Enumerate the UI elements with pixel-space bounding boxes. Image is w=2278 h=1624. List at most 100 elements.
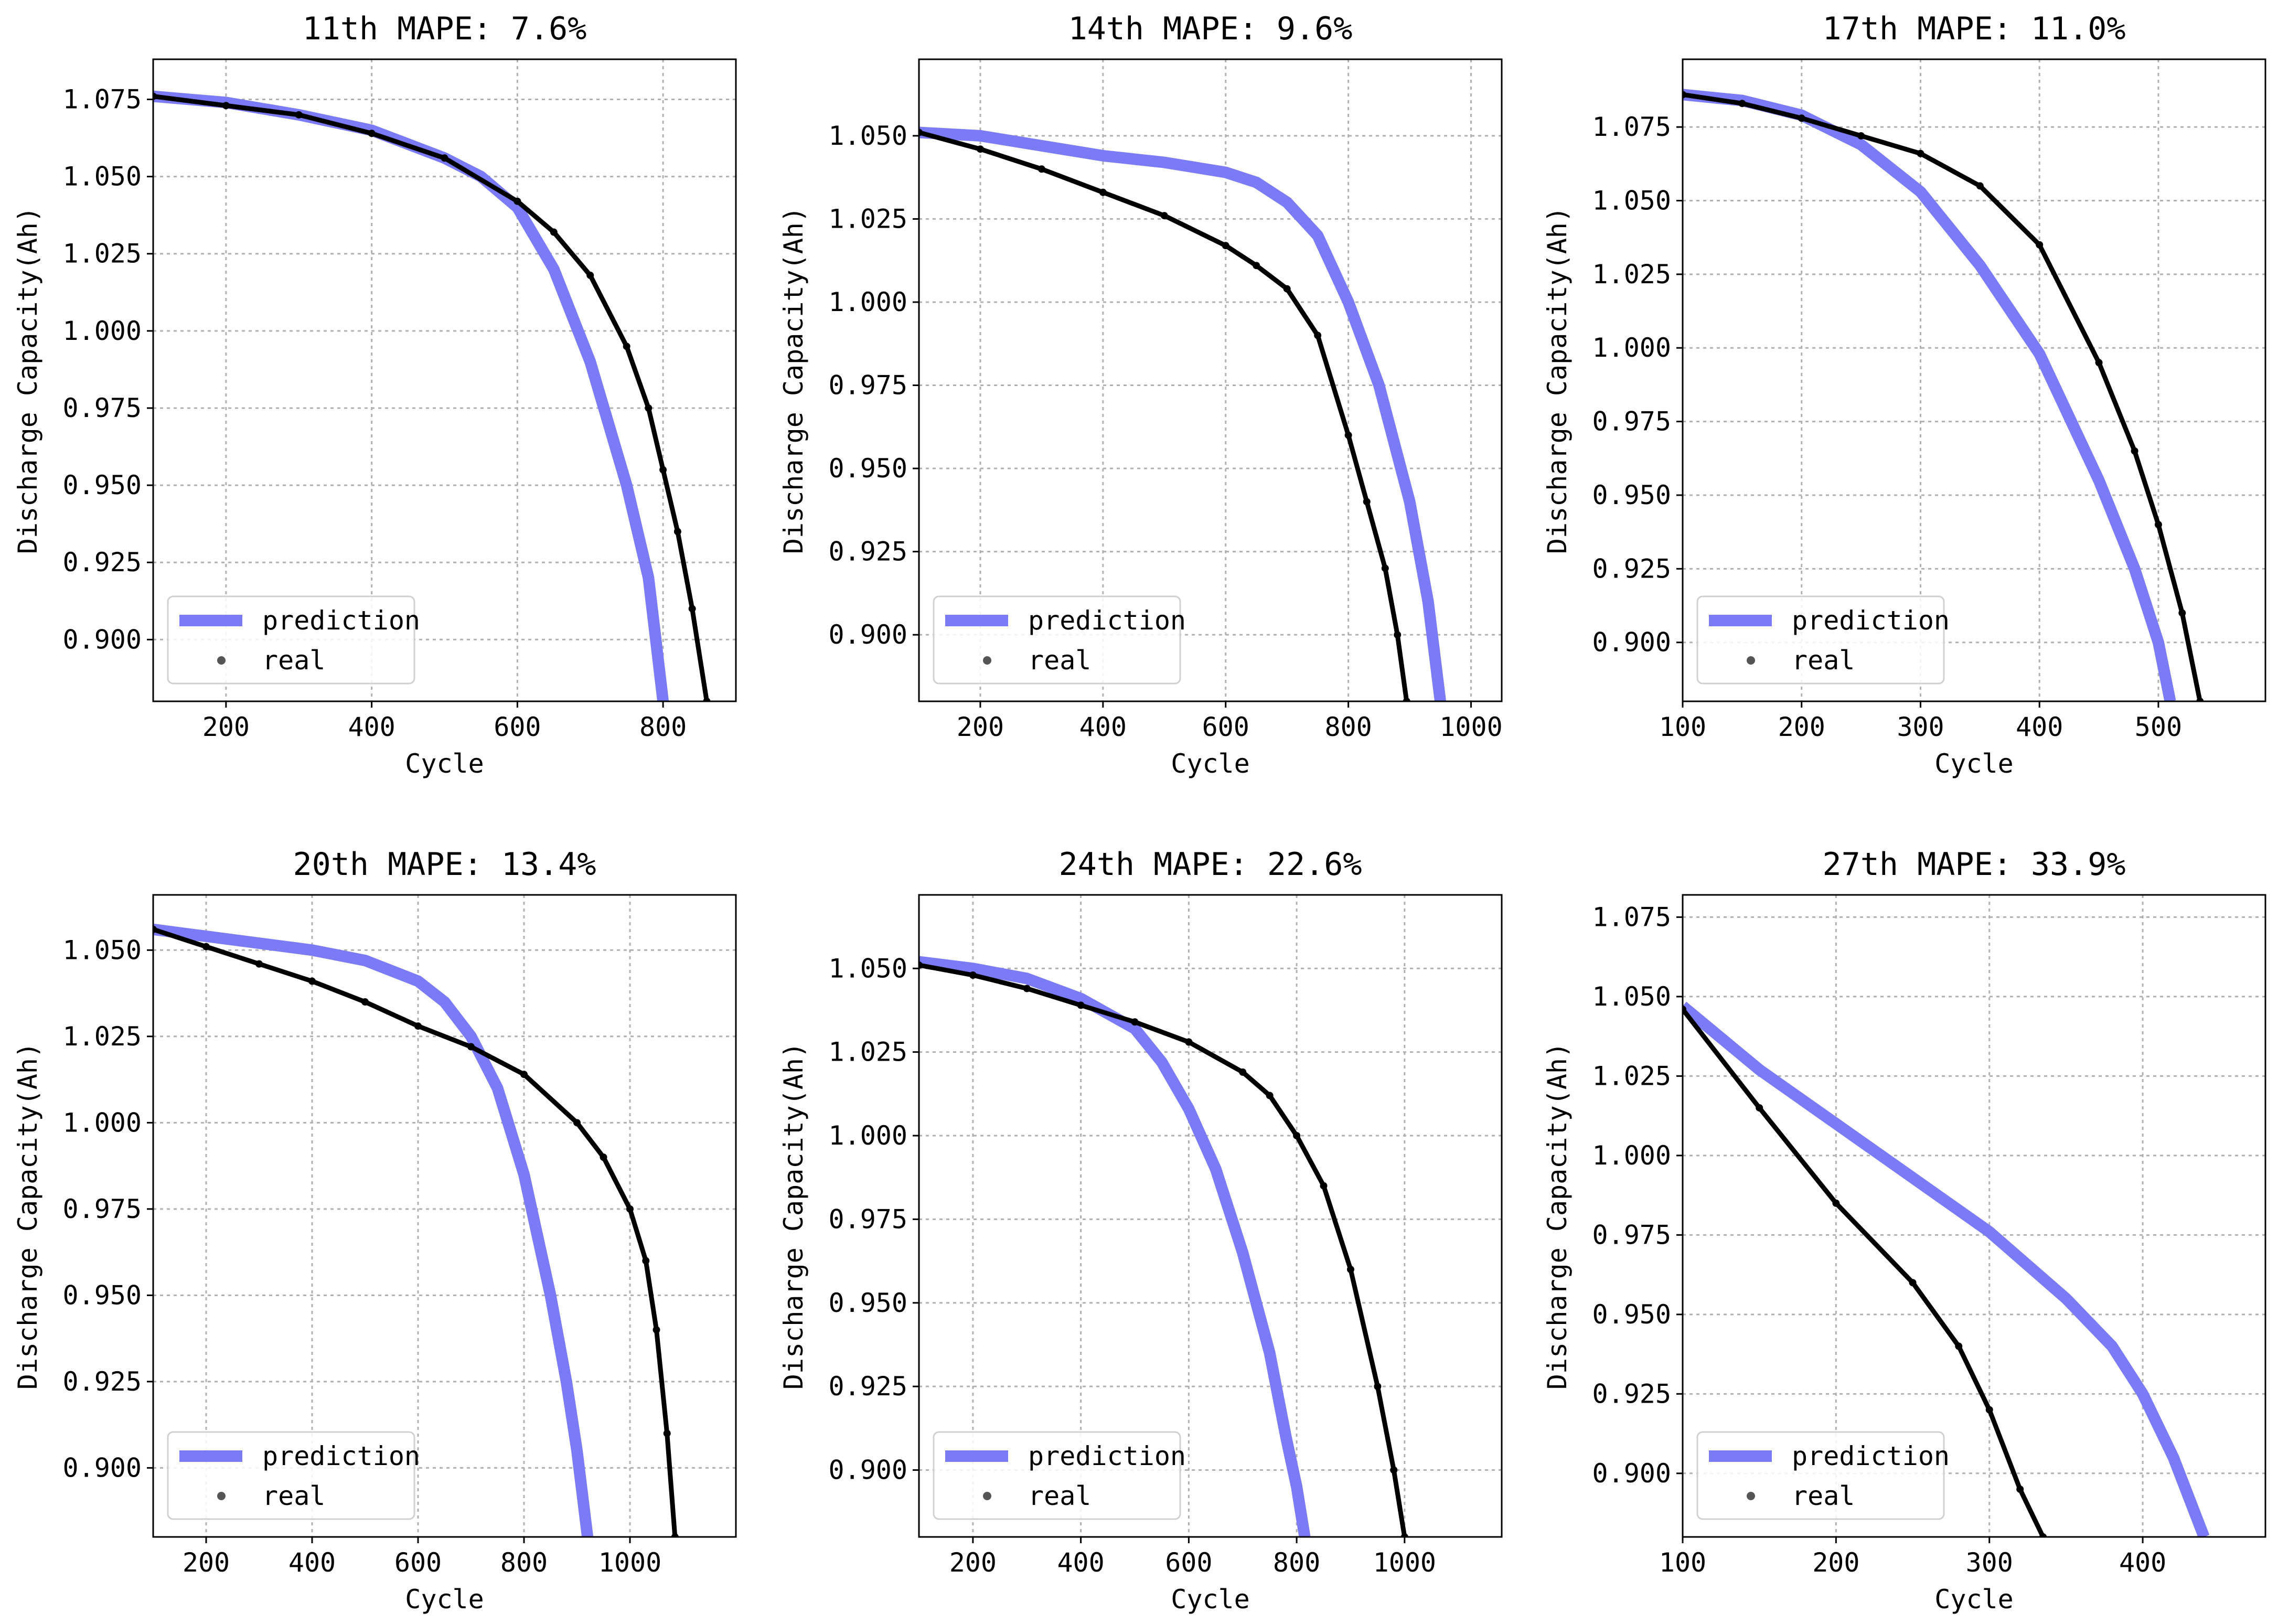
y-axis-label: Discharge Capacity(Ah) xyxy=(778,207,809,554)
chart-panel-11th: 200 400 600 800 0.900 0.925 0.950 0.975 1.000 1.0… xyxy=(13,10,737,779)
real-series-trace xyxy=(1683,1008,2046,1537)
y-tick-label: 1.025 xyxy=(1592,259,1671,290)
real-series-trace xyxy=(919,963,1407,1537)
y-axis-label: Discharge Capacity(Ah) xyxy=(1542,207,1573,554)
y-tick-label: 0.975 xyxy=(1592,407,1671,437)
real-data-point xyxy=(1363,498,1371,506)
y-tick-label: 0.925 xyxy=(828,1371,907,1402)
real-data-point xyxy=(1239,1068,1247,1076)
y-tick-label: 1.050 xyxy=(62,162,142,192)
legend-real-label: real xyxy=(262,645,325,676)
x-tick-label: 200 xyxy=(1812,1547,1859,1578)
real-data-point xyxy=(1798,114,1805,122)
x-tick-label: 800 xyxy=(1273,1547,1320,1578)
y-tick-label: 0.975 xyxy=(62,1194,142,1224)
legend-real-label: real xyxy=(1028,1481,1091,1511)
y-tick-label: 1.075 xyxy=(1592,112,1671,142)
real-data-point xyxy=(1253,262,1260,270)
legend-real-swatch xyxy=(983,1492,991,1500)
real-data-point xyxy=(441,154,448,162)
real-data-point xyxy=(1985,1406,1993,1414)
chart-panel-27th: 100 200 300 400 0.900 0.925 0.950 0.975 1.000 1.0… xyxy=(1542,846,2266,1615)
real-data-point xyxy=(2016,1486,2024,1493)
y-tick-label: 0.950 xyxy=(828,453,907,484)
real-data-point xyxy=(1077,1001,1085,1009)
y-tick-label: 1.000 xyxy=(62,316,142,346)
legend-real-swatch xyxy=(1747,1492,1755,1500)
y-tick-label: 0.900 xyxy=(1592,1458,1671,1489)
real-data-point xyxy=(1976,182,1984,190)
y-axis-label: Discharge Capacity(Ah) xyxy=(13,207,43,554)
legend: prediction real xyxy=(933,595,1186,685)
legend: prediction real xyxy=(933,1431,1186,1520)
y-tick-label: 0.925 xyxy=(62,1366,142,1397)
real-data-point xyxy=(969,971,977,979)
x-tick-label: 600 xyxy=(394,1547,442,1578)
real-data-point xyxy=(1909,1279,1917,1287)
legend-real-label: real xyxy=(262,1481,325,1511)
x-tick-label: 200 xyxy=(949,1547,997,1578)
x-axis-label: Cycle xyxy=(1171,1584,1250,1615)
y-tick-label: 1.000 xyxy=(62,1107,142,1138)
real-data-point xyxy=(600,1153,607,1161)
y-axis-label: Discharge Capacity(Ah) xyxy=(778,1042,809,1390)
chart-panel-14th: 200 400 600 800 1000 0.900 0.925 0.950 0.975 1.00… xyxy=(778,10,1503,779)
y-tick-label: 0.950 xyxy=(828,1288,907,1318)
x-tick-label: 1000 xyxy=(598,1547,661,1578)
x-tick-label: 100 xyxy=(1659,1547,1706,1578)
x-tick-label: 200 xyxy=(957,712,1004,742)
x-tick-label: 600 xyxy=(1165,1547,1212,1578)
y-tick-label: 1.050 xyxy=(828,953,907,984)
real-series-trace xyxy=(1683,92,2202,701)
real-data-point xyxy=(255,960,263,968)
legend-real-label: real xyxy=(1028,645,1091,676)
real-data-point xyxy=(1917,149,1924,157)
x-tick-label: 200 xyxy=(183,1547,230,1578)
real-data-point xyxy=(202,943,210,950)
legend-prediction-label: prediction xyxy=(262,1441,420,1471)
plot-frame xyxy=(918,58,1503,702)
y-tick-label: 0.900 xyxy=(828,619,907,650)
real-data-point xyxy=(645,404,653,412)
real-data-point xyxy=(308,977,316,985)
y-tick-label: 0.950 xyxy=(1592,1299,1671,1330)
x-tick-label: 800 xyxy=(639,712,687,742)
real-data-point xyxy=(1344,431,1352,439)
legend: prediction real xyxy=(1696,1431,1950,1520)
x-tick-label: 200 xyxy=(202,712,250,742)
real-data-point xyxy=(1374,1383,1382,1391)
real-data-point xyxy=(586,271,594,279)
x-axis-label: Cycle xyxy=(1934,749,2014,779)
y-tick-label: 1.000 xyxy=(828,287,907,317)
y-axis-label: Discharge Capacity(Ah) xyxy=(13,1042,43,1390)
x-tick-label: 200 xyxy=(1778,712,1825,742)
legend-real-label: real xyxy=(1792,645,1855,676)
y-tick-label: 1.050 xyxy=(62,935,142,965)
y-tick-label: 1.025 xyxy=(828,1037,907,1067)
prediction-series-line xyxy=(1683,89,2176,701)
real-data-point xyxy=(626,1205,634,1213)
real-data-point xyxy=(653,1326,660,1334)
real-data-point xyxy=(1346,1266,1354,1273)
y-tick-label: 0.900 xyxy=(828,1455,907,1486)
real-data-point xyxy=(2039,1533,2047,1537)
real-data-point xyxy=(1160,212,1168,220)
x-tick-label: 400 xyxy=(1079,712,1127,742)
real-data-point xyxy=(2196,698,2204,701)
plot-frame xyxy=(918,894,1503,1538)
real-data-point xyxy=(467,1043,475,1051)
y-tick-label: 0.975 xyxy=(828,1204,907,1234)
real-data-point xyxy=(1131,1018,1139,1026)
real-data-point xyxy=(1832,1199,1840,1207)
real-data-point xyxy=(1293,1132,1301,1139)
real-data-point xyxy=(1222,242,1229,250)
panel-title: 24th MAPE: 22.6% xyxy=(1059,846,1362,883)
real-data-point xyxy=(1400,1533,1408,1537)
legend: prediction real xyxy=(167,1431,420,1520)
real-data-point xyxy=(1756,1104,1763,1112)
x-tick-label: 300 xyxy=(1966,1547,2013,1578)
real-data-point xyxy=(514,197,521,205)
x-tick-label: 300 xyxy=(1897,712,1944,742)
y-tick-label: 0.975 xyxy=(62,393,142,423)
